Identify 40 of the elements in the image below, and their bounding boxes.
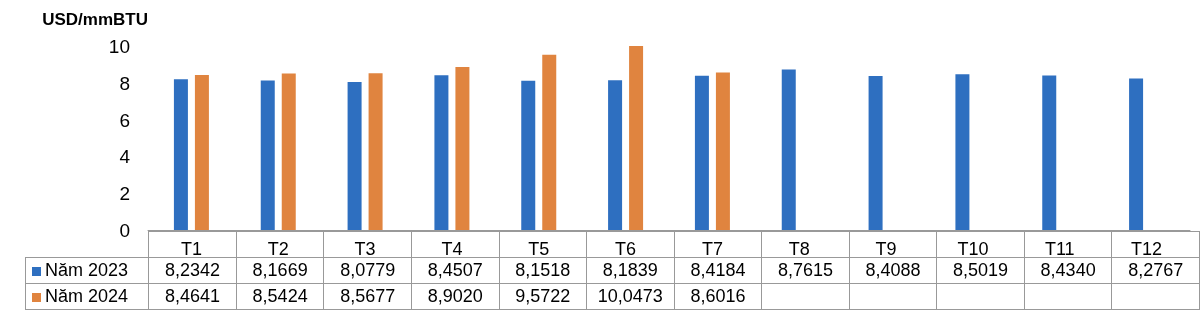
y-tick-label: 10 [108, 36, 130, 58]
y-tick-label: 4 [119, 146, 131, 168]
data-label: 8,5677 [323, 283, 412, 310]
y-tick-label: 8 [119, 73, 130, 95]
x-tick-label: T9 [875, 239, 897, 259]
y-axis-title: USD/mmBTU [42, 10, 148, 29]
data-label: 8,7615 [761, 257, 850, 284]
data-label: 8,4088 [849, 257, 937, 284]
y-tick-label: 6 [119, 109, 130, 131]
y-tick-label: 0 [119, 219, 130, 241]
data-label: 8,0779 [323, 257, 412, 284]
x-tick-label: T7 [701, 239, 723, 259]
data-label: 10,0473 [586, 283, 675, 310]
x-tick-label: T5 [528, 239, 550, 259]
legend-label: Năm 2023 [25, 257, 149, 284]
data-label: 9,5722 [499, 283, 587, 310]
data-label: 8,1669 [236, 257, 324, 284]
data-label: 8,4641 [148, 283, 237, 310]
data-label: 8,6016 [674, 283, 762, 310]
data-label: 8,5019 [936, 257, 1025, 284]
x-tick-label: T11 [1044, 239, 1075, 259]
legend-label: Năm 2024 [25, 283, 149, 310]
data-label: 8,1839 [586, 257, 675, 284]
data-label: 8,4184 [674, 257, 762, 284]
x-tick-label: T8 [788, 239, 810, 259]
data-label: 8,5424 [236, 283, 324, 310]
y-tick-label: 2 [119, 182, 130, 204]
data-label: 8,4507 [411, 257, 499, 284]
data-label: 8,9020 [411, 283, 499, 310]
x-tick-label: T10 [957, 239, 989, 259]
data-label: 8,2342 [148, 257, 237, 284]
x-tick-label: T6 [615, 239, 637, 259]
x-tick-label: T3 [354, 239, 376, 259]
data-label: 8,2767 [1111, 257, 1200, 284]
x-tick-label: T12 [1131, 239, 1163, 259]
x-tick-label: T2 [267, 239, 289, 259]
x-tick-label: T1 [180, 239, 202, 259]
data-label: 8,1518 [499, 257, 587, 284]
x-tick-label: T4 [441, 239, 463, 259]
data-label: 8,4340 [1024, 257, 1112, 284]
